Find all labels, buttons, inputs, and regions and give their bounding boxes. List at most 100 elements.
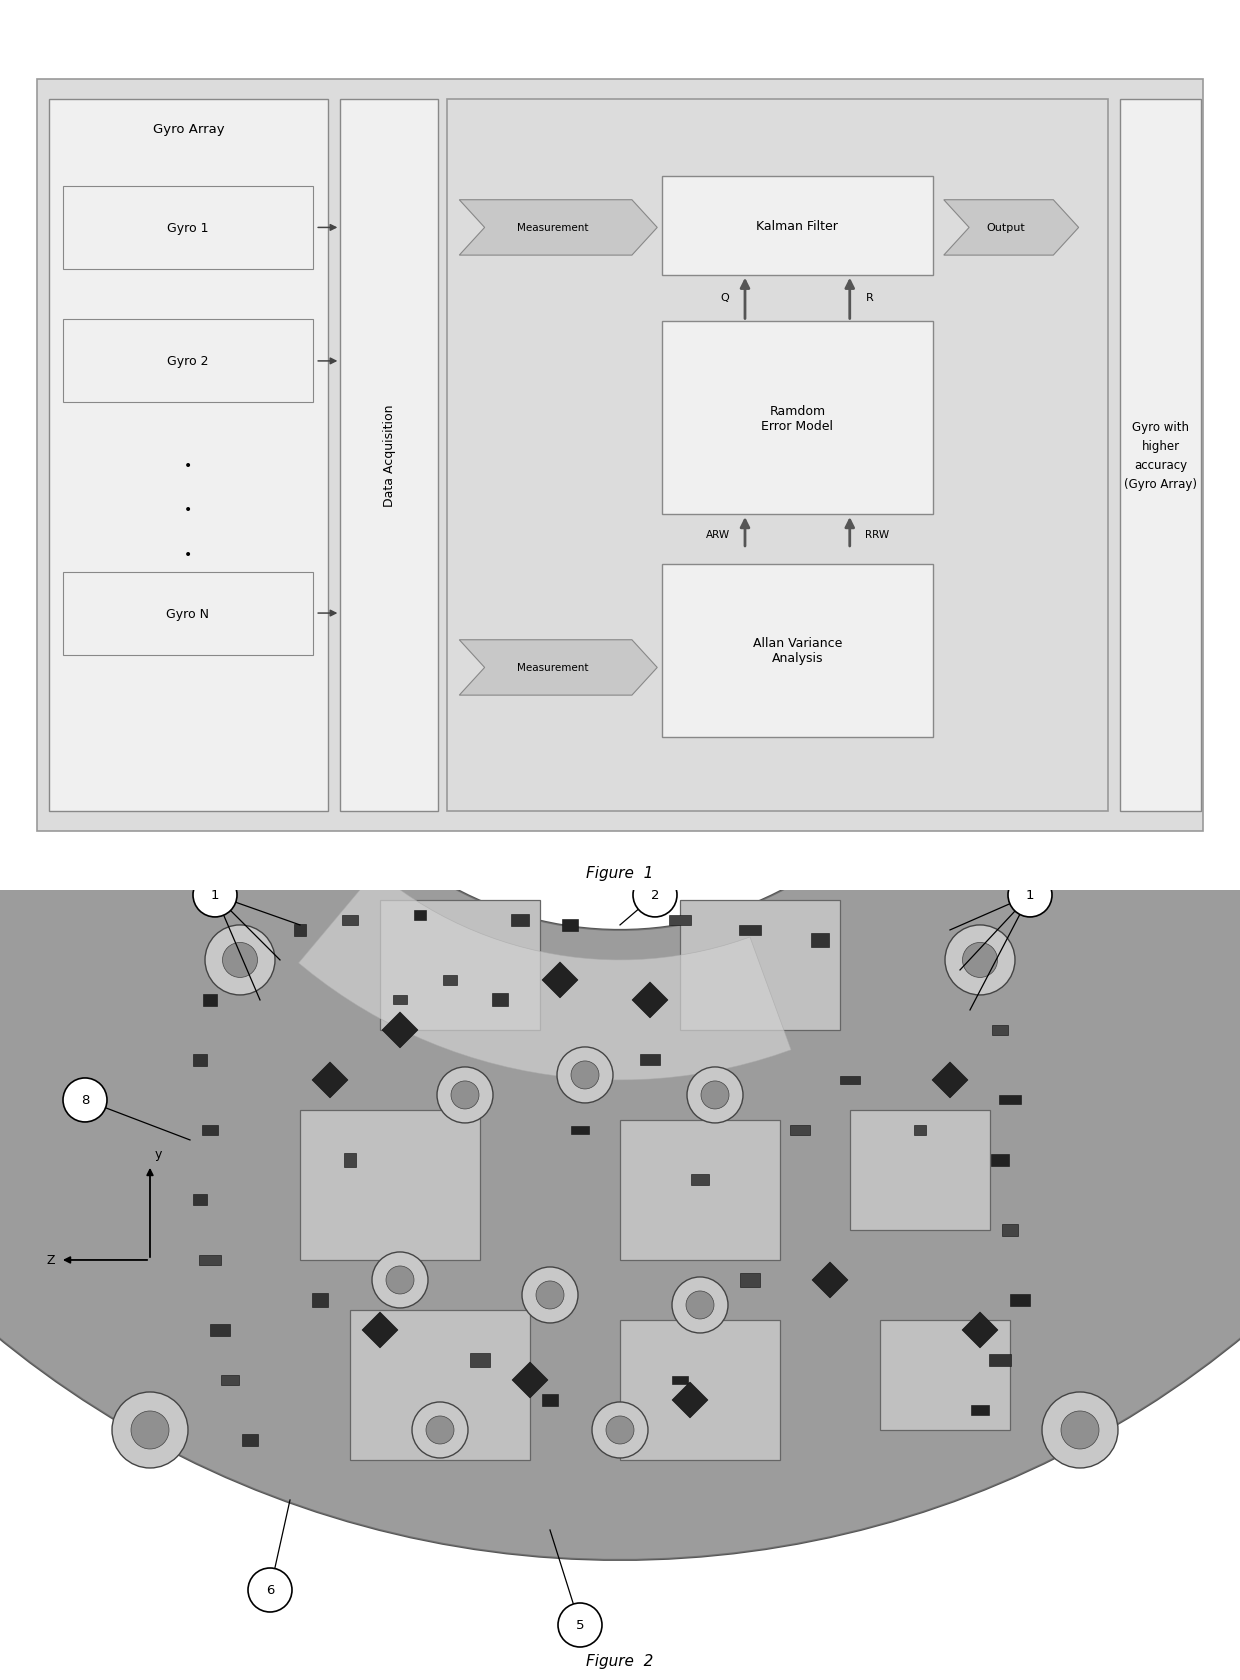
FancyBboxPatch shape [739, 926, 760, 936]
FancyBboxPatch shape [342, 916, 357, 926]
FancyBboxPatch shape [63, 321, 312, 403]
FancyBboxPatch shape [193, 1194, 207, 1206]
Text: Data Acquisition: Data Acquisition [383, 405, 396, 507]
Text: Gyro 2: Gyro 2 [167, 354, 208, 368]
FancyBboxPatch shape [343, 1154, 356, 1168]
FancyBboxPatch shape [620, 1320, 780, 1460]
FancyBboxPatch shape [448, 99, 1109, 811]
FancyBboxPatch shape [662, 323, 932, 514]
Text: ARW: ARW [706, 529, 729, 539]
Polygon shape [632, 983, 668, 1018]
FancyBboxPatch shape [740, 1273, 760, 1287]
FancyBboxPatch shape [620, 1121, 780, 1260]
FancyBboxPatch shape [203, 995, 217, 1006]
FancyBboxPatch shape [63, 186, 312, 270]
Circle shape [632, 874, 677, 917]
Circle shape [386, 1267, 414, 1294]
Polygon shape [0, 670, 1240, 1561]
FancyBboxPatch shape [443, 974, 456, 986]
FancyBboxPatch shape [914, 1126, 926, 1136]
Circle shape [131, 1411, 169, 1450]
Circle shape [222, 942, 258, 978]
Polygon shape [512, 1362, 548, 1398]
Circle shape [1061, 1411, 1099, 1450]
Circle shape [687, 1067, 743, 1124]
FancyBboxPatch shape [202, 1126, 218, 1136]
Text: •: • [184, 459, 192, 472]
Text: Q: Q [720, 292, 729, 302]
Text: •: • [184, 548, 192, 561]
FancyBboxPatch shape [193, 1055, 207, 1065]
FancyBboxPatch shape [990, 1354, 1011, 1366]
Text: 1: 1 [1025, 889, 1034, 902]
Circle shape [701, 1082, 729, 1109]
Text: Ramdom
Error Model: Ramdom Error Model [761, 405, 833, 432]
FancyBboxPatch shape [350, 1310, 529, 1460]
FancyBboxPatch shape [379, 900, 539, 1030]
Text: 5: 5 [575, 1618, 584, 1631]
FancyBboxPatch shape [511, 914, 529, 927]
Circle shape [427, 1416, 454, 1445]
Circle shape [536, 1282, 564, 1309]
Polygon shape [459, 640, 657, 696]
Text: 6: 6 [265, 1584, 274, 1596]
Circle shape [63, 1079, 107, 1122]
FancyBboxPatch shape [790, 1126, 811, 1136]
Text: Output: Output [987, 223, 1025, 234]
FancyBboxPatch shape [393, 996, 407, 1005]
FancyBboxPatch shape [999, 1095, 1021, 1105]
Circle shape [205, 926, 275, 995]
Text: Measurement: Measurement [517, 223, 589, 234]
FancyBboxPatch shape [691, 1174, 709, 1186]
Polygon shape [362, 1312, 398, 1347]
Polygon shape [382, 1013, 418, 1048]
Text: y: y [155, 1147, 162, 1161]
Text: Figure  2: Figure 2 [587, 1653, 653, 1668]
Text: RRW: RRW [866, 529, 889, 539]
Circle shape [112, 1393, 188, 1468]
FancyBboxPatch shape [971, 1406, 990, 1415]
Text: 8: 8 [81, 1094, 89, 1107]
Text: Kalman Filter: Kalman Filter [756, 220, 838, 234]
FancyBboxPatch shape [1120, 99, 1200, 811]
Circle shape [672, 1277, 728, 1334]
Text: Gyro Array: Gyro Array [153, 123, 224, 136]
FancyBboxPatch shape [470, 1354, 490, 1368]
FancyBboxPatch shape [841, 1075, 859, 1085]
FancyBboxPatch shape [37, 81, 1203, 832]
Circle shape [606, 1416, 634, 1445]
FancyBboxPatch shape [849, 1110, 990, 1230]
Text: Figure  1: Figure 1 [587, 865, 653, 880]
Circle shape [962, 942, 997, 978]
Text: •: • [184, 502, 192, 517]
Polygon shape [672, 1383, 708, 1418]
Circle shape [193, 874, 237, 917]
Circle shape [372, 1252, 428, 1309]
Text: Gyro 1: Gyro 1 [167, 222, 208, 235]
FancyBboxPatch shape [542, 1394, 558, 1406]
Polygon shape [962, 1312, 998, 1347]
FancyBboxPatch shape [662, 176, 932, 276]
Circle shape [558, 1603, 601, 1646]
Circle shape [522, 1267, 578, 1324]
Text: R: R [866, 292, 874, 302]
Text: 2: 2 [651, 889, 660, 902]
FancyBboxPatch shape [221, 1376, 239, 1384]
FancyBboxPatch shape [662, 564, 932, 738]
Circle shape [686, 1292, 714, 1319]
Polygon shape [932, 1062, 968, 1099]
Circle shape [557, 1047, 613, 1104]
Text: 1: 1 [211, 889, 219, 902]
Text: Gyro N: Gyro N [166, 606, 210, 620]
Polygon shape [542, 963, 578, 998]
FancyBboxPatch shape [491, 995, 508, 1006]
Circle shape [451, 1082, 479, 1109]
FancyBboxPatch shape [680, 900, 839, 1030]
FancyBboxPatch shape [414, 911, 427, 921]
FancyBboxPatch shape [48, 99, 329, 811]
Polygon shape [459, 200, 657, 255]
Text: Z: Z [47, 1253, 55, 1267]
FancyBboxPatch shape [1011, 1294, 1030, 1307]
Circle shape [570, 1062, 599, 1089]
FancyBboxPatch shape [294, 924, 306, 937]
